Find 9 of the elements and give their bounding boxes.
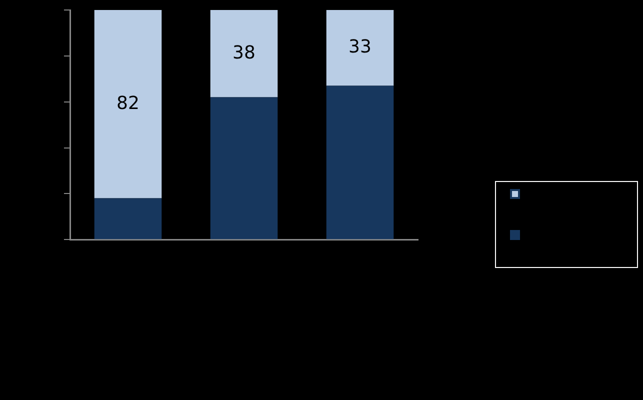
data-label: 82 xyxy=(116,92,140,114)
bar xyxy=(94,198,162,240)
bar xyxy=(326,86,394,240)
bar xyxy=(210,97,278,240)
data-label: 38 xyxy=(232,42,256,64)
bar xyxy=(94,10,162,198)
bar xyxy=(326,10,394,86)
bar xyxy=(210,10,278,98)
data-label: 33 xyxy=(348,36,372,58)
